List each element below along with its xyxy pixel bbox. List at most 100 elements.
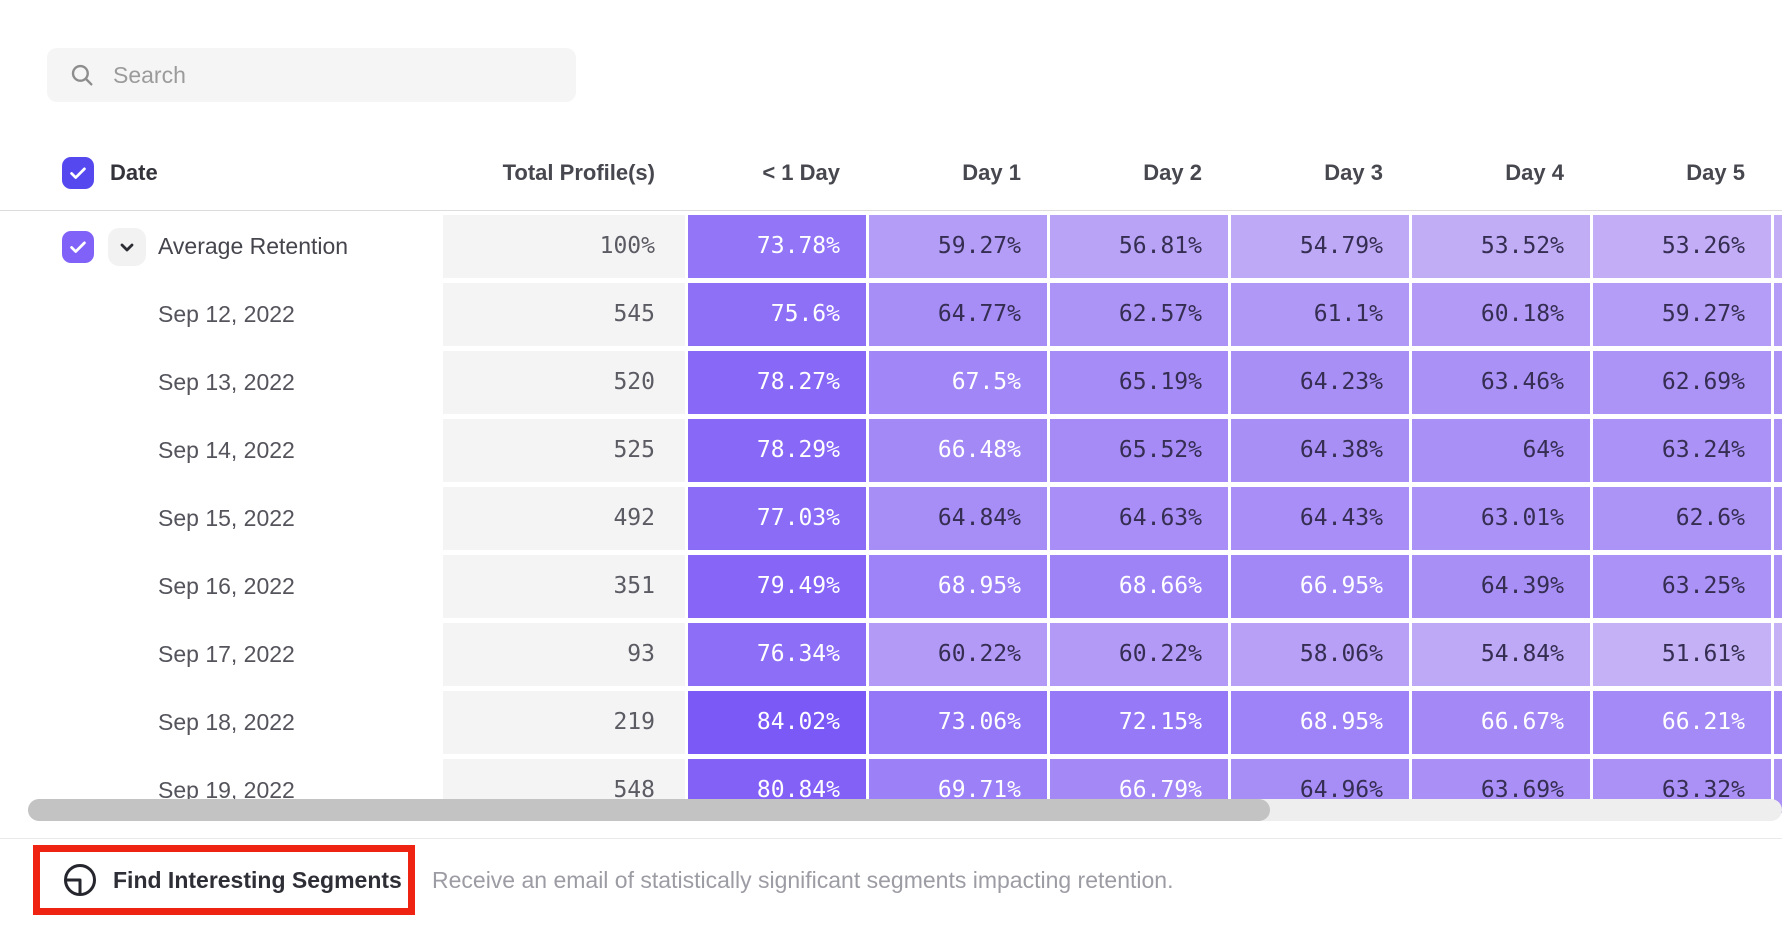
retention-cell-day-2[interactable]: 65.19% (1050, 351, 1228, 414)
retention-cell-day-1[interactable]: 66.48% (869, 419, 1047, 482)
retention-cell-day-3[interactable]: 58.06% (1231, 623, 1409, 686)
check-icon (70, 167, 86, 179)
retention-cell-day-5[interactable]: 62.6% (1593, 487, 1771, 550)
retention-cell-day-0[interactable]: 75.6% (688, 283, 866, 346)
retention-cell-day-3[interactable]: 68.95% (1231, 691, 1409, 754)
retention-cell-day-4[interactable]: 66.67% (1412, 691, 1590, 754)
retention-cell-day-0[interactable]: 78.27% (688, 351, 866, 414)
total-profiles-cell: 492 (443, 487, 685, 550)
retention-cell-day-3[interactable]: 64.23% (1231, 351, 1409, 414)
search-input[interactable] (111, 60, 545, 90)
retention-cell-overflow (1774, 759, 1782, 813)
column-header-day-3: Day 3 (1324, 160, 1383, 185)
retention-cell-day-4[interactable]: 54.84% (1412, 623, 1590, 686)
retention-cell-day-5[interactable]: 59.27% (1593, 283, 1771, 346)
retention-cell-day-2[interactable]: 72.15% (1050, 691, 1228, 754)
retention-cell-day-2[interactable]: 56.81% (1050, 215, 1228, 278)
find-interesting-segments-label: Find Interesting Segments (113, 866, 402, 893)
table-row: Sep 12, 2022 545 75.6% 64.77% 62.57% 61.1% 60.… (0, 283, 1782, 346)
retention-cell-day-0[interactable]: 73.78% (688, 215, 866, 278)
chevron-down-icon (120, 243, 134, 251)
row-label: Sep 16, 2022 (158, 573, 295, 599)
table-row: Average Retention 100% 73.78% 59.27% 56.81% 5… (0, 215, 1782, 278)
total-profiles-cell: 545 (443, 283, 685, 346)
retention-cell-day-2[interactable]: 64.63% (1050, 487, 1228, 550)
retention-cell-day-0[interactable]: 77.03% (688, 487, 866, 550)
retention-cell-day-4[interactable]: 60.18% (1412, 283, 1590, 346)
retention-cell-day-4[interactable]: 63.46% (1412, 351, 1590, 414)
retention-cell-day-5[interactable]: 51.61% (1593, 623, 1771, 686)
table-row: Sep 17, 2022 93 76.34% 60.22% 60.22% 58.06% 54… (0, 623, 1782, 686)
select-all-checkbox[interactable] (62, 157, 94, 189)
horizontal-scrollbar-track[interactable] (28, 799, 1782, 821)
retention-cell-day-0[interactable]: 84.02% (688, 691, 866, 754)
column-header-total-profiles: Total Profile(s) (502, 160, 655, 185)
table-row: Sep 16, 2022 351 79.49% 68.95% 68.66% 66.95% 6… (0, 555, 1782, 618)
retention-cell-day-2[interactable]: 62.57% (1050, 283, 1228, 346)
expand-collapse-button[interactable] (108, 227, 146, 266)
retention-cell-day-3[interactable]: 64.38% (1231, 419, 1409, 482)
retention-cell-day-3[interactable]: 61.1% (1231, 283, 1409, 346)
total-profiles-cell: 351 (443, 555, 685, 618)
retention-cell-day-4[interactable]: 64% (1412, 419, 1590, 482)
row-label: Sep 15, 2022 (158, 505, 295, 531)
retention-cell-overflow (1774, 623, 1782, 686)
row-label: Average Retention (158, 233, 349, 259)
retention-cell-overflow (1774, 555, 1782, 618)
footer-divider (0, 838, 1782, 839)
retention-cell-day-4[interactable]: 53.52% (1412, 215, 1590, 278)
retention-cell-day-3[interactable]: 66.95% (1231, 555, 1409, 618)
search-icon (71, 64, 93, 86)
retention-cell-day-1[interactable]: 60.22% (869, 623, 1047, 686)
retention-cell-overflow (1774, 283, 1782, 346)
column-header-day-0: < 1 Day (762, 160, 840, 185)
retention-cell-overflow (1774, 351, 1782, 414)
find-interesting-segments-button[interactable]: Find Interesting Segments (40, 862, 402, 898)
retention-cell-overflow (1774, 419, 1782, 482)
retention-cell-day-1[interactable]: 67.5% (869, 351, 1047, 414)
retention-cell-day-0[interactable]: 78.29% (688, 419, 866, 482)
retention-cell-day-2[interactable]: 60.22% (1050, 623, 1228, 686)
total-profiles-cell: 219 (443, 691, 685, 754)
column-header-day-4: Day 4 (1505, 160, 1564, 185)
retention-cell-day-1[interactable]: 64.84% (869, 487, 1047, 550)
red-annotation-box: Find Interesting Segments (33, 845, 415, 915)
retention-cell-day-5[interactable]: 66.21% (1593, 691, 1771, 754)
retention-cell-day-3[interactable]: 54.79% (1231, 215, 1409, 278)
retention-cell-day-4[interactable]: 64.39% (1412, 555, 1590, 618)
column-header-day-1: Day 1 (962, 160, 1021, 185)
retention-cell-day-2[interactable]: 68.66% (1050, 555, 1228, 618)
total-profiles-cell: 100% (443, 215, 685, 278)
retention-cell-day-4[interactable]: 63.01% (1412, 487, 1590, 550)
retention-cell-day-0[interactable]: 79.49% (688, 555, 866, 618)
retention-cell-day-1[interactable]: 68.95% (869, 555, 1047, 618)
retention-cell-day-1[interactable]: 59.27% (869, 215, 1047, 278)
total-profiles-cell: 525 (443, 419, 685, 482)
retention-cell-day-5[interactable]: 53.26% (1593, 215, 1771, 278)
row-label: Sep 13, 2022 (158, 369, 295, 395)
search-bar[interactable] (47, 48, 576, 102)
retention-cell-day-5[interactable]: 62.69% (1593, 351, 1771, 414)
row-label: Sep 12, 2022 (158, 301, 295, 327)
retention-cell-day-3[interactable]: 64.43% (1231, 487, 1409, 550)
retention-cell-overflow (1774, 487, 1782, 550)
table-row: Sep 15, 2022 492 77.03% 64.84% 64.63% 64.43% 6… (0, 487, 1782, 550)
horizontal-scrollbar-thumb[interactable] (28, 799, 1270, 821)
retention-cell-day-5[interactable]: 63.24% (1593, 419, 1771, 482)
check-icon (70, 241, 86, 253)
table-row: Sep 13, 2022 520 78.27% 67.5% 65.19% 64.23% 63… (0, 351, 1782, 414)
table-row: Sep 18, 2022 219 84.02% 73.06% 72.15% 68.95% 6… (0, 691, 1782, 754)
row-label: Sep 14, 2022 (158, 437, 295, 463)
retention-cell-day-1[interactable]: 73.06% (869, 691, 1047, 754)
column-header-day-5: Day 5 (1686, 160, 1745, 185)
row-label: Sep 17, 2022 (158, 641, 295, 667)
retention-cell-day-5[interactable]: 63.25% (1593, 555, 1771, 618)
column-header-date: Date (110, 160, 158, 185)
row-checkbox[interactable] (62, 230, 94, 263)
retention-cell-day-2[interactable]: 65.52% (1050, 419, 1228, 482)
retention-cell-overflow (1774, 215, 1782, 278)
column-header-day-2: Day 2 (1143, 160, 1202, 185)
retention-cell-day-0[interactable]: 76.34% (688, 623, 866, 686)
retention-cell-day-1[interactable]: 64.77% (869, 283, 1047, 346)
row-label: Sep 18, 2022 (158, 709, 295, 735)
